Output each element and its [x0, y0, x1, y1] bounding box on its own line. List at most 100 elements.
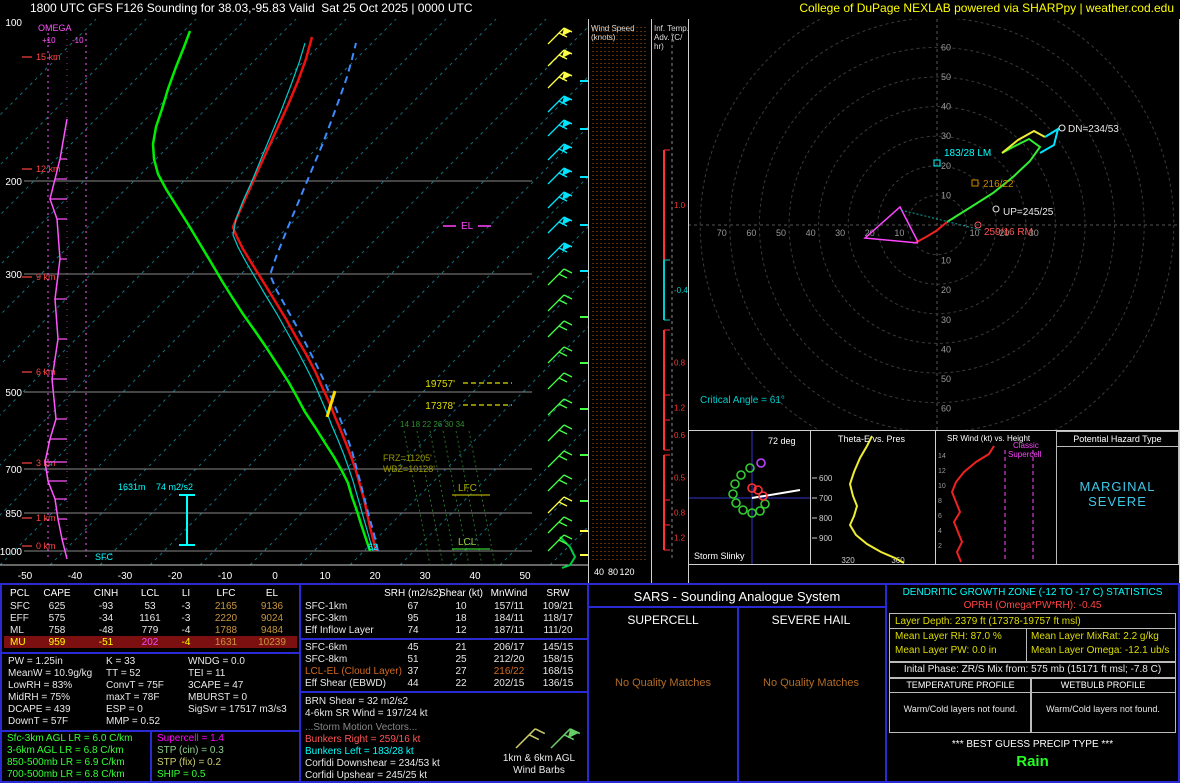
- pcl-value: 9484: [260, 625, 284, 636]
- kinematic-value: 202/15: [493, 678, 525, 689]
- kinematic-value: 74: [407, 625, 419, 636]
- height-label: 9 km: [36, 272, 56, 282]
- hodo-ring-label: 30: [941, 131, 951, 141]
- kinematic-value: 157/11: [494, 601, 524, 612]
- slinky-dot: [756, 458, 766, 468]
- stat-line: Sfc-3km AGL LR = 6.0 C/km: [7, 733, 133, 744]
- wind-barb: [547, 320, 573, 338]
- thetae-curve: [848, 435, 905, 564]
- pcl-header: LCL: [140, 588, 160, 599]
- wind-barb: [547, 398, 573, 416]
- kinematic-value: 10: [455, 601, 467, 612]
- kinematic-value: 158/15: [542, 654, 574, 665]
- srwind-height-label: 14: [938, 453, 946, 460]
- pcl-value: 53: [144, 601, 156, 612]
- wind-barb: [547, 496, 573, 514]
- wind-barb: [547, 95, 573, 113]
- hodo-label-dn: DN=234/53: [1068, 124, 1119, 135]
- kinematic-row-name: Eff Shear (EBWD): [305, 678, 386, 689]
- pressure-label: 1000: [0, 547, 22, 558]
- stat-line: MMP = 0.52: [106, 716, 161, 727]
- slinky-dot: [745, 463, 755, 473]
- slinky-stick: [751, 489, 801, 499]
- srwind-height-label: 10: [938, 483, 946, 490]
- kinematic-value: 37: [407, 666, 419, 677]
- stat-line: Bunkers Right = 259/16 kt: [305, 734, 421, 745]
- sars-title: SARS - Sounding Analogue System: [633, 589, 841, 604]
- pcl-value: -4: [181, 625, 191, 636]
- hodo-6-9km: [1001, 129, 1046, 154]
- temp-axis-label: 50: [519, 571, 531, 582]
- skewt-diagram: 100 200 300 500 700 850 1000 -50 -40 -30 -20 -10 0 10…: [0, 19, 588, 582]
- tempadv-profile: 1.0 -0.4 0.8 1.2 0.6 0.5 0.8 1.2: [663, 27, 688, 561]
- wind-barb: [547, 191, 573, 209]
- hodo-marker-up: [992, 205, 1000, 213]
- hodo-ring-label: 40: [941, 344, 951, 354]
- temp-axis-label: 30: [419, 571, 431, 582]
- dgz-bottom-label: 17378': [425, 401, 455, 412]
- pcl-header: CAPE: [43, 588, 71, 599]
- stat-line: MBURST = 0: [188, 692, 247, 703]
- tempadv-title1: Inf. Temp.: [654, 24, 689, 33]
- omega-minus-label: -10: [72, 36, 84, 45]
- wind-barb: [547, 242, 573, 260]
- slinky-dot: [758, 491, 768, 501]
- hodo-ring-label: 10: [941, 190, 951, 200]
- pressure-label: 100: [5, 19, 22, 29]
- brand-banner: College of DuPage NEXLAB powered via SHA…: [799, 1, 1174, 15]
- slinky-deg: 72 deg: [768, 436, 796, 446]
- pcl-header: CINH: [93, 588, 119, 599]
- slinky-label: Storm Slinky: [694, 551, 745, 561]
- hodo-9-12km: [1039, 126, 1060, 154]
- kinematic-value: 118/17: [543, 613, 573, 624]
- hodo-label-up: UP=245/25: [1003, 207, 1054, 218]
- parcel-trace: [268, 42, 379, 552]
- hodo-label-lm: 183/28 LM: [944, 148, 991, 159]
- storm-motion-title: ...Storm Motion Vectors...: [305, 722, 418, 733]
- pcl-value: 1631: [214, 637, 238, 648]
- temp-axis-label: 0: [272, 571, 278, 582]
- dgz-omega: Mean Layer Omega: -12.1 ub/s: [1031, 645, 1170, 656]
- pcl-value: 779: [141, 625, 159, 636]
- pcl-value: 2165: [214, 601, 238, 612]
- hodograph: 10 10 20 20 30 30 40 40 50 50 60 60 10 20 30 40 50 60 70 10…: [688, 19, 1180, 430]
- pressure-label: 500: [5, 388, 22, 399]
- srwind-height-label: 6: [938, 513, 942, 520]
- sfc-label: SFC: [95, 552, 114, 562]
- stat-line: STP (cin) = 0.3: [157, 745, 224, 756]
- shear-table: SFC-6km 45 21 206/17 145/15 SFC-8km 51 25 212/20…: [301, 640, 587, 690]
- hodo-ring-label: 20: [941, 161, 951, 171]
- pcl-value: -48: [98, 625, 114, 636]
- kinematic-value: 44: [407, 678, 419, 689]
- hodo-ring-label: 50: [941, 374, 951, 384]
- dgz-title: DENDRITIC GROWTH ZONE (-12 TO -17 C) STA…: [902, 587, 1163, 598]
- windspeed-axis-label: 40: [594, 567, 604, 577]
- stat-line: MeanW = 10.9g/kg: [8, 668, 93, 679]
- classic-supercell-label2: Supercell: [1008, 450, 1042, 459]
- hodo-ring-label: 60: [941, 42, 951, 52]
- kinematic-value: 18: [455, 613, 467, 624]
- kinematic-value: 95: [407, 613, 419, 624]
- brn-shear: BRN Shear = 32 m2/s2: [305, 696, 409, 707]
- stats-section: PCL CAPE CINH LCL LI LFC EL SFC 625 -93 53 -3 2165 91…: [0, 583, 1180, 783]
- temp-axis-label: -50: [18, 571, 33, 582]
- wind-barb: [547, 424, 573, 442]
- effective-inflow-height: 1631m: [118, 482, 146, 492]
- hodo-ring-label: 10: [941, 256, 951, 266]
- stat-line: DownT = 57F: [8, 716, 69, 727]
- stat-line: DCAPE = 439: [8, 704, 71, 715]
- sr-wind-4-6: 4-6km SR Wind = 197/24 kt: [305, 708, 428, 719]
- stat-line: MidRH = 75%: [8, 692, 70, 703]
- pcl-value: 625: [48, 601, 66, 612]
- pcl-value: 1788: [214, 625, 238, 636]
- tempadv-value: 0.5: [674, 474, 686, 483]
- stat-line: WNDG = 0.0: [188, 656, 245, 667]
- dgz-depth: Layer Depth: 2379 ft (17378-19757 ft msl…: [895, 616, 1081, 627]
- stat-line: STP (fix) = 0.2: [157, 757, 222, 768]
- pcl-header: LFC: [216, 588, 236, 599]
- hodo-ring-label: 60: [941, 404, 951, 414]
- pcl-header: PCL: [10, 588, 30, 599]
- kinematic-value: 216/22: [493, 666, 525, 677]
- mixing-ratio-labels: 14 18 22 26 30 34: [400, 420, 465, 429]
